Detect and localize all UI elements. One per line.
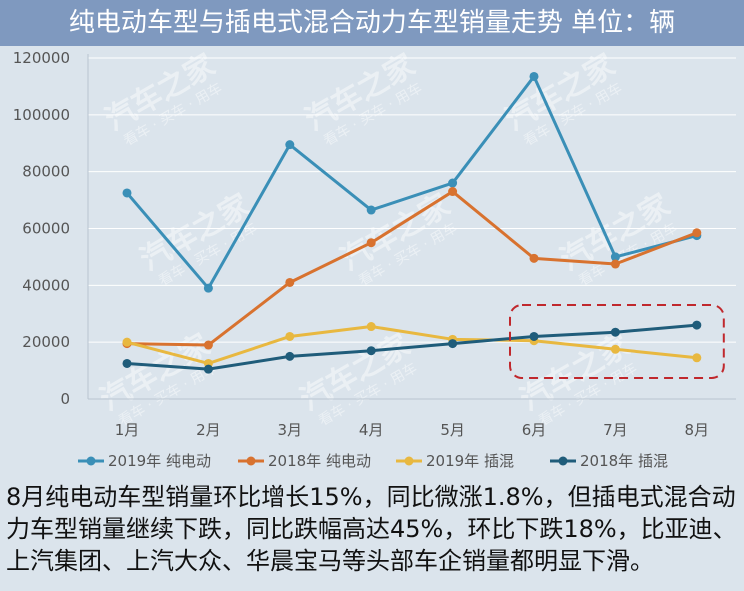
series-line bbox=[126, 323, 697, 371]
y-tick-label: 120000 bbox=[13, 49, 70, 67]
legend-label: 2018年 纯电动 bbox=[268, 452, 371, 470]
data-point bbox=[285, 277, 295, 287]
chart-axes: 0 20000 40000 60000 80000 100000 120000 1月 2月 3月 4… bbox=[13, 49, 736, 439]
y-tick-label: 40000 bbox=[22, 276, 70, 294]
data-point bbox=[366, 238, 376, 248]
data-point bbox=[122, 188, 132, 198]
data-point bbox=[203, 364, 213, 374]
series-line bbox=[126, 325, 697, 365]
data-point bbox=[448, 339, 458, 349]
legend-item: 2019年 纯电动 bbox=[78, 452, 211, 470]
series-layer bbox=[122, 71, 702, 374]
series-line bbox=[126, 190, 698, 347]
data-point bbox=[122, 337, 132, 347]
series-4 bbox=[122, 320, 702, 374]
y-tick-label: 20000 bbox=[22, 333, 70, 351]
x-tick-label: 5月 bbox=[440, 421, 465, 439]
x-tick-label: 8月 bbox=[685, 421, 710, 439]
data-point bbox=[692, 353, 702, 363]
data-point bbox=[366, 205, 376, 215]
x-tick-label: 2月 bbox=[196, 421, 221, 439]
legend-label: 2018年 插混 bbox=[580, 452, 668, 470]
legend-label: 2019年 插混 bbox=[426, 452, 514, 470]
x-tick-label: 7月 bbox=[603, 421, 628, 439]
data-point bbox=[448, 178, 458, 188]
legend-label: 2019年 纯电动 bbox=[108, 452, 211, 470]
data-point bbox=[448, 187, 458, 197]
data-point bbox=[529, 71, 539, 81]
legend-item: 2019年 插混 bbox=[396, 452, 514, 470]
data-point bbox=[285, 331, 295, 341]
series-1 bbox=[122, 71, 702, 293]
x-tick-label: 1月 bbox=[115, 421, 140, 439]
highlight-box bbox=[509, 304, 725, 379]
commentary-panel: 8月纯电动车型销量环比增长15%，同比微涨1.8%，但插电式混合动力车型销量继续… bbox=[0, 478, 744, 591]
data-point bbox=[366, 346, 376, 356]
series-2 bbox=[122, 187, 702, 350]
data-point bbox=[285, 351, 295, 361]
highlight-layer bbox=[509, 304, 725, 379]
legend-item: 2018年 插混 bbox=[550, 452, 668, 470]
y-tick-label: 80000 bbox=[22, 163, 70, 181]
chart-legend: 2019年 纯电动 2018年 纯电动 2019年 插混 2018年 插混 bbox=[78, 452, 668, 470]
data-point bbox=[610, 259, 620, 269]
data-point bbox=[203, 283, 213, 293]
legend-swatch-marker bbox=[558, 456, 568, 466]
data-point bbox=[203, 340, 213, 350]
commentary-text: 8月纯电动车型销量环比增长15%，同比微涨1.8%，但插电式混合动力车型销量继续… bbox=[6, 483, 737, 575]
legend-swatch-marker bbox=[86, 456, 96, 466]
data-point bbox=[610, 327, 620, 337]
data-point bbox=[529, 253, 539, 263]
data-point bbox=[285, 140, 295, 150]
y-tick-label: 100000 bbox=[13, 106, 70, 124]
chart-area: 汽车之家 看车 · 买车 · 用车 汽车之家 看车 · 买车 · 用车 汽车之家 看车 ·… bbox=[0, 46, 744, 478]
data-point bbox=[692, 320, 702, 330]
data-point bbox=[366, 322, 376, 332]
legend-swatch-marker bbox=[246, 456, 256, 466]
x-tick-label: 3月 bbox=[278, 421, 303, 439]
data-point bbox=[122, 358, 132, 368]
series-line bbox=[125, 74, 698, 290]
legend-item: 2018年 纯电动 bbox=[238, 452, 371, 470]
x-tick-label: 4月 bbox=[359, 421, 384, 439]
data-point bbox=[692, 228, 702, 238]
legend-swatch-marker bbox=[404, 456, 414, 466]
chart-title: 纯电动车型与插电式混合动力车型销量走势 单位：辆 bbox=[0, 0, 744, 46]
x-tick-label: 6月 bbox=[522, 421, 547, 439]
y-tick-label: 0 bbox=[60, 390, 70, 408]
y-tick-label: 60000 bbox=[22, 220, 70, 238]
data-point bbox=[529, 331, 539, 341]
data-point bbox=[610, 252, 620, 262]
data-point bbox=[610, 344, 620, 354]
chart-grid bbox=[88, 57, 736, 343]
